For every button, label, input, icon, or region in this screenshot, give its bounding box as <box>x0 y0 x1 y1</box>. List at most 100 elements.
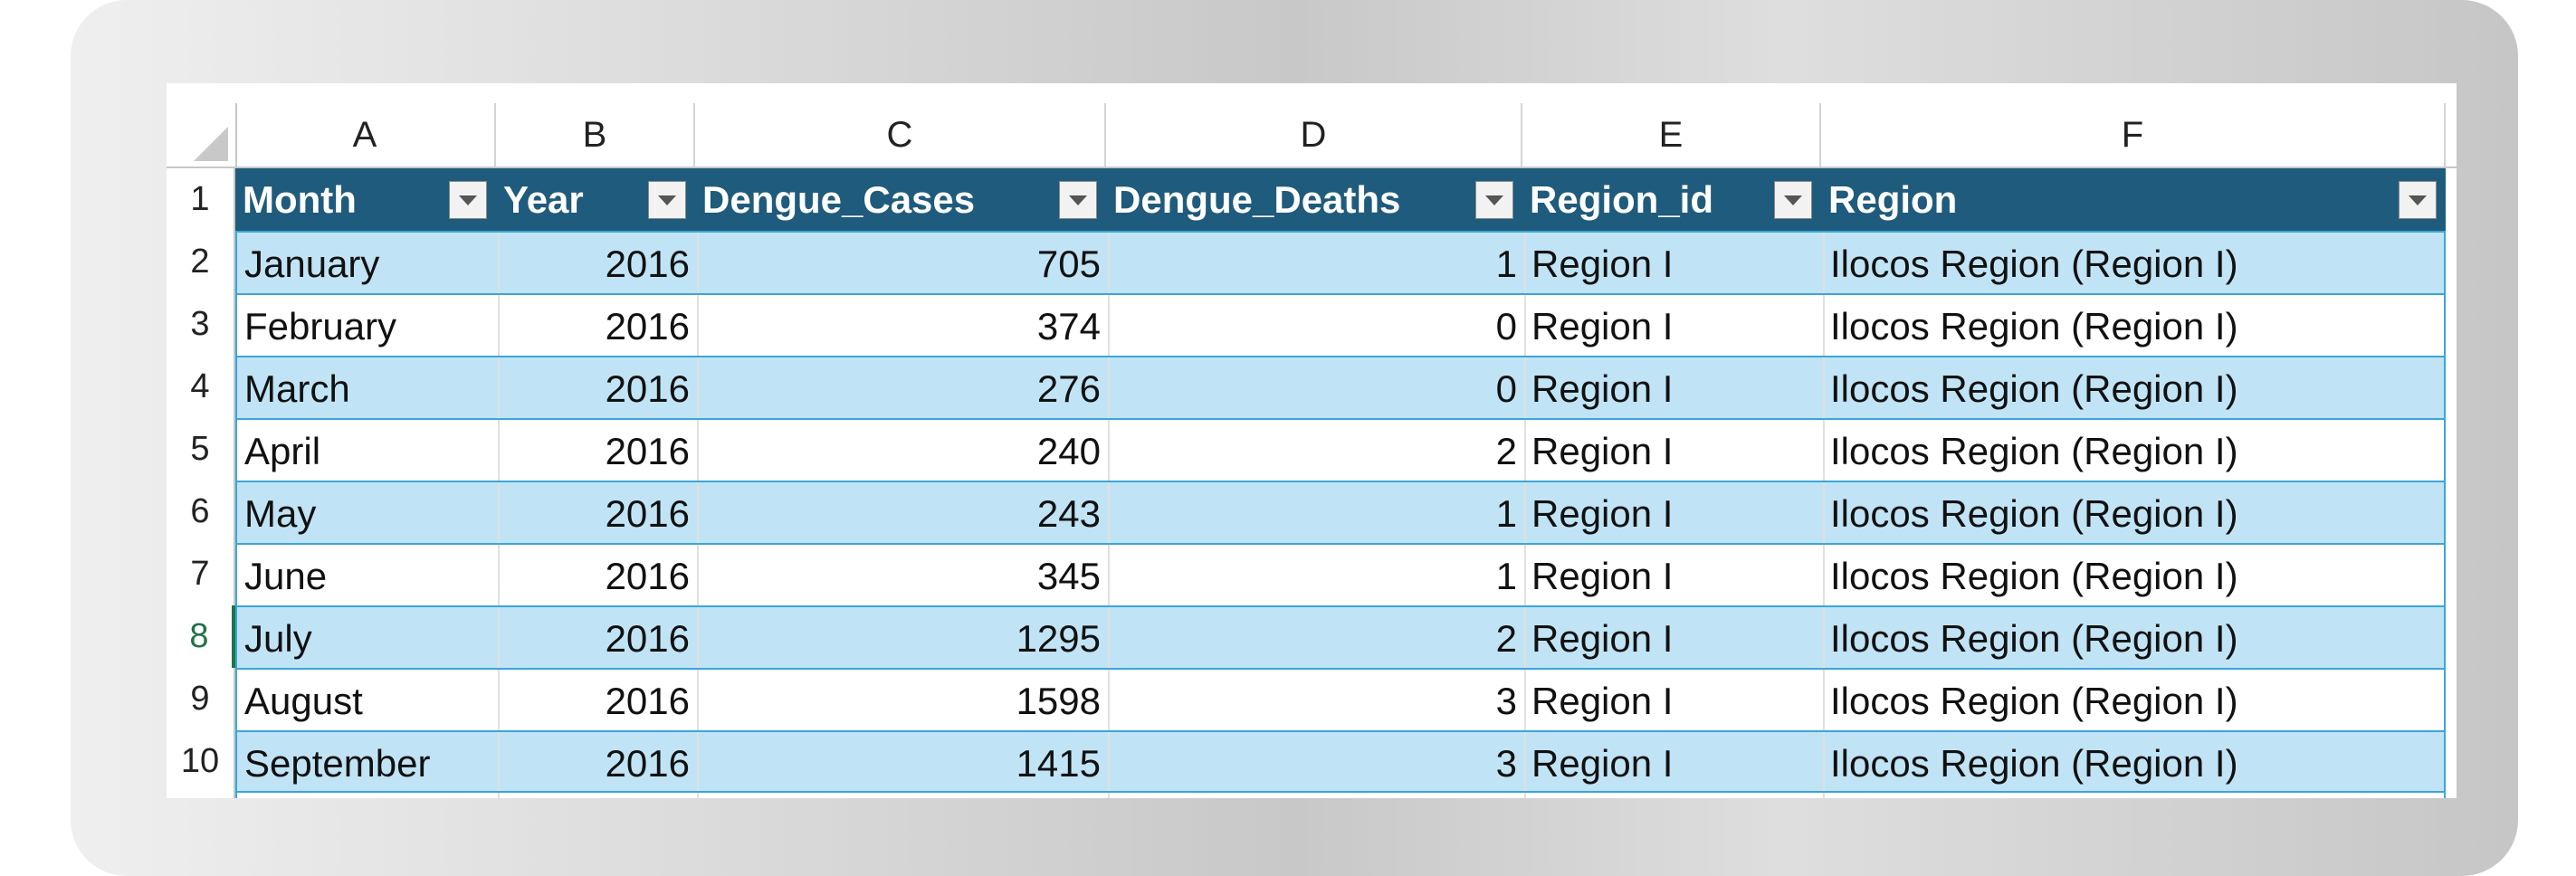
table-cell[interactable]: 276 <box>1036 367 1101 410</box>
table-cell[interactable]: Region I <box>1531 492 1674 535</box>
table-cell[interactable]: 2016 <box>605 617 690 660</box>
column-header-region-id[interactable]: Region_id <box>1522 168 1821 231</box>
cell-gridline <box>1108 295 1110 356</box>
column-header-region[interactable]: Region <box>1821 168 2446 231</box>
table-cell[interactable]: 3 <box>1495 680 1517 722</box>
table-cell[interactable]: Ilocos Region (Region I) <box>1830 742 2238 785</box>
table-cell[interactable]: May <box>244 492 317 535</box>
column-header-month[interactable]: Month <box>235 168 496 231</box>
table-cell[interactable]: 2016 <box>605 742 690 785</box>
table-cell[interactable]: Region I <box>1531 305 1674 348</box>
table-cell[interactable]: Ilocos Region (Region I) <box>1830 617 2238 660</box>
cell-gridline <box>498 793 500 798</box>
table-cell[interactable]: 2016 <box>605 430 690 472</box>
table-cell[interactable]: Ilocos Region (Region I) <box>1830 305 2238 348</box>
table-cell[interactable]: 3 <box>1495 742 1517 785</box>
table-cell[interactable]: 2 <box>1495 430 1517 472</box>
cell-gridline <box>1108 607 1110 668</box>
row-number[interactable]: 2 <box>167 231 235 293</box>
table-cell[interactable]: Region I <box>1531 555 1674 597</box>
table-cell[interactable]: Region I <box>1531 367 1674 410</box>
row-number[interactable]: 5 <box>167 418 235 481</box>
table-cell[interactable]: 1 <box>1495 243 1517 285</box>
row-number[interactable]: 7 <box>167 543 235 605</box>
cell-gridline <box>697 793 699 798</box>
column-header-c[interactable]: C <box>695 103 1106 167</box>
cell-gridline <box>697 233 699 293</box>
row-number[interactable]: 3 <box>167 293 235 356</box>
table-cell[interactable]: 1 <box>1495 492 1517 535</box>
filter-dropdown-icon[interactable] <box>2399 181 2437 219</box>
cell-gridline <box>498 420 500 481</box>
filter-dropdown-icon[interactable] <box>648 181 686 219</box>
table-cell[interactable]: 1415 <box>1016 742 1101 785</box>
cell-gridline <box>1524 357 1526 418</box>
cell-gridline <box>697 482 699 543</box>
row-number[interactable]: 8 <box>167 605 235 668</box>
table-cell[interactable]: June <box>244 555 328 597</box>
row-number[interactable]: 4 <box>167 356 235 418</box>
table-cell[interactable]: Region I <box>1531 680 1674 722</box>
table-cell[interactable]: Ilocos Region (Region I) <box>1830 430 2238 472</box>
table-cell[interactable]: 243 <box>1036 492 1101 535</box>
table-cell[interactable]: Ilocos Region (Region I) <box>1830 555 2238 597</box>
filter-dropdown-icon[interactable] <box>449 181 487 219</box>
column-header-e[interactable]: E <box>1522 103 1821 167</box>
table-cell[interactable]: Region I <box>1531 430 1674 472</box>
table-cell[interactable]: January <box>244 243 380 285</box>
table-cell[interactable]: April <box>244 430 321 472</box>
row-number[interactable]: 10 <box>167 730 235 793</box>
cell-gridline <box>697 607 699 668</box>
table-cell[interactable]: Ilocos Region (Region I) <box>1830 680 2238 722</box>
table-cell[interactable]: 1 <box>1495 555 1517 597</box>
header-label: Year <box>503 178 584 221</box>
table-cell[interactable]: 240 <box>1036 430 1101 472</box>
table-cell[interactable]: 2016 <box>605 492 690 535</box>
row-number[interactable]: 1 <box>167 168 235 231</box>
table-cell[interactable]: 374 <box>1036 305 1101 348</box>
table-cell[interactable]: 0 <box>1495 305 1517 348</box>
table-cell[interactable]: Region I <box>1531 617 1674 660</box>
column-header-dengue-deaths[interactable]: Dengue_Deaths <box>1106 168 1522 231</box>
table-cell[interactable]: 0 <box>1495 367 1517 410</box>
row-number[interactable]: 6 <box>167 481 235 543</box>
table-cell[interactable]: September <box>244 742 431 785</box>
table-cell[interactable]: Ilocos Region (Region I) <box>1830 243 2238 285</box>
column-header-dengue-cases[interactable]: Dengue_Cases <box>695 168 1106 231</box>
cell-gridline <box>1823 607 1825 668</box>
filter-dropdown-icon[interactable] <box>1475 181 1513 219</box>
table-cell[interactable]: 1598 <box>1016 680 1101 722</box>
table-cell[interactable]: 2016 <box>605 367 690 410</box>
table-cell[interactable]: Region I <box>1531 742 1674 785</box>
select-all-corner[interactable] <box>167 103 237 167</box>
row-number[interactable]: 9 <box>167 668 235 730</box>
table-cell[interactable]: 2016 <box>605 680 690 722</box>
select-all-triangle-icon <box>194 127 228 161</box>
cell-gridline <box>697 732 699 791</box>
table-cell[interactable]: 2 <box>1495 617 1517 660</box>
table-cell[interactable]: July <box>244 617 312 660</box>
column-header-a[interactable]: A <box>235 103 496 167</box>
table-cell[interactable]: Ilocos Region (Region I) <box>1830 367 2238 410</box>
table-cell[interactable]: 705 <box>1036 243 1101 285</box>
column-header-year[interactable]: Year <box>496 168 695 231</box>
table-cell[interactable]: August <box>244 680 363 722</box>
table-cell[interactable]: 2016 <box>605 555 690 597</box>
table-cell[interactable]: February <box>244 305 397 348</box>
cell-gridline <box>498 670 500 730</box>
filter-dropdown-icon[interactable] <box>1774 181 1812 219</box>
table-cell[interactable]: 2016 <box>605 243 690 285</box>
cell-gridline <box>498 545 500 605</box>
table-cell[interactable]: 2016 <box>605 305 690 348</box>
filter-dropdown-icon[interactable] <box>1059 181 1097 219</box>
column-header-b[interactable]: B <box>496 103 695 167</box>
table-cell[interactable]: 345 <box>1036 555 1101 597</box>
cell-gridline <box>1524 482 1526 543</box>
column-header-f[interactable]: F <box>1821 103 2446 167</box>
table-cell[interactable]: March <box>244 367 350 410</box>
table-cell[interactable]: Ilocos Region (Region I) <box>1830 492 2238 535</box>
table-row: September 2016 1415 3 Region I Ilocos Region … <box>235 730 2446 793</box>
column-header-d[interactable]: D <box>1106 103 1522 167</box>
table-cell[interactable]: 1295 <box>1016 617 1101 660</box>
table-cell[interactable]: Region I <box>1531 243 1674 285</box>
